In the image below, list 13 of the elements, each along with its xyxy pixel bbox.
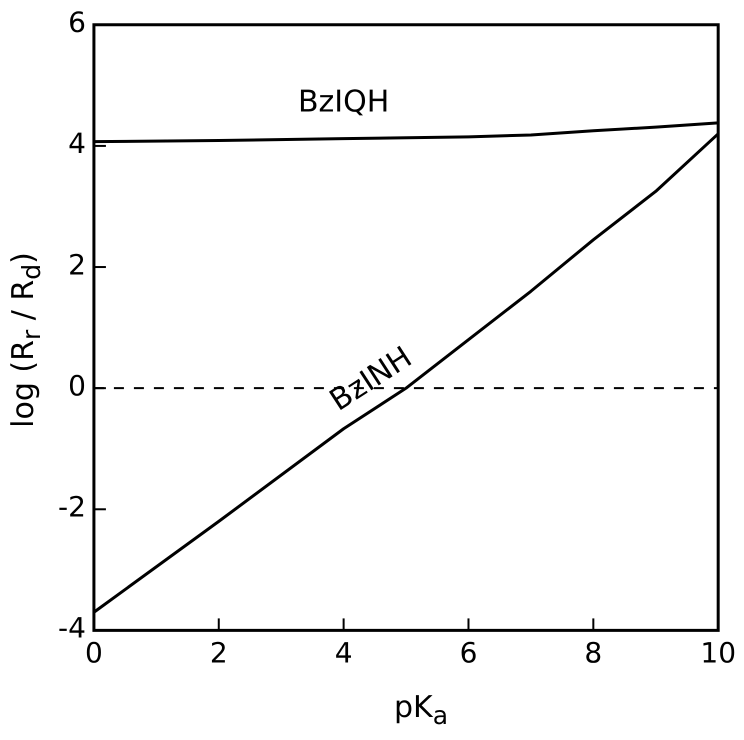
y-tick-label: 4	[68, 127, 86, 160]
y-tick-label: 2	[68, 248, 86, 282]
y-tick-label: -4	[58, 612, 86, 645]
y-tick-label: 6	[68, 6, 86, 40]
y-tick-label: 0	[68, 369, 86, 402]
series-label: BzIQH	[298, 84, 390, 120]
x-tick-label: 4	[334, 636, 353, 670]
x-axis-title: pK$_{a}$	[394, 690, 448, 730]
x-tick-label: 10	[700, 636, 736, 670]
x-tick-label: 2	[210, 636, 228, 670]
x-tick-label: 6	[460, 636, 478, 670]
x-tick-label: 8	[584, 636, 602, 670]
y-tick-label: -2	[58, 490, 86, 524]
